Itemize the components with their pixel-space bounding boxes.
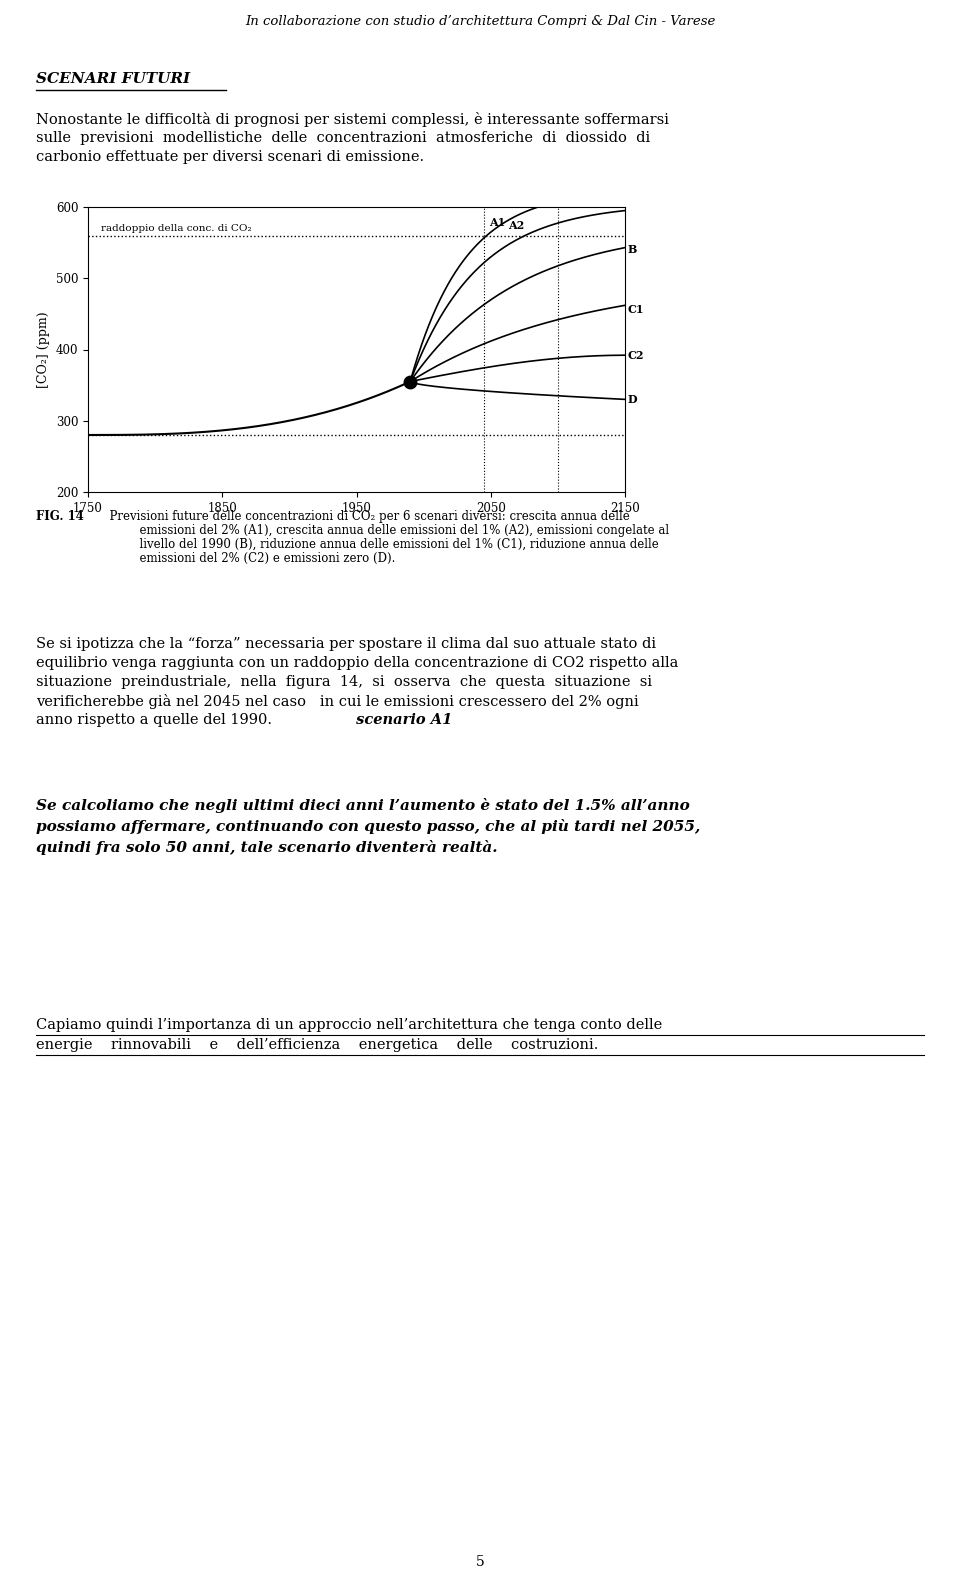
Text: possiamo affermare, continuando con questo passo, che al più tardi nel 2055,: possiamo affermare, continuando con ques… (36, 819, 701, 834)
Text: equilibrio venga raggiunta con un raddoppio della concentrazione di CO2 rispetto: equilibrio venga raggiunta con un raddop… (36, 656, 679, 670)
Text: D: D (628, 395, 637, 404)
Text: emissioni del 2% (A1), crescita annua delle emissioni del 1% (A2), emissioni con: emissioni del 2% (A1), crescita annua de… (102, 525, 669, 537)
Text: emissioni del 2% (C2) e emissioni zero (D).: emissioni del 2% (C2) e emissioni zero (… (102, 552, 396, 564)
Text: situazione  preindustriale,  nella  figura  14,  si  osserva  che  questa  situa: situazione preindustriale, nella figura … (36, 675, 653, 689)
Text: C1: C1 (628, 304, 644, 315)
Text: Se si ipotizza che la “forza” necessaria per spostare il clima dal suo attuale s: Se si ipotizza che la “forza” necessaria… (36, 637, 657, 651)
Y-axis label: [CO₂] (ppm): [CO₂] (ppm) (37, 311, 50, 388)
Text: anno rispetto a quelle del 1990.: anno rispetto a quelle del 1990. (36, 713, 273, 728)
Text: sulle  previsioni  modellistiche  delle  concentrazioni  atmosferiche  di  dioss: sulle previsioni modellistiche delle con… (36, 132, 651, 144)
Text: livello del 1990 (B), riduzione annua delle emissioni del 1% (C1), riduzione ann: livello del 1990 (B), riduzione annua de… (102, 537, 659, 552)
Text: Previsioni future delle concentrazioni di CO₂ per 6 scenari diversi: crescita an: Previsioni future delle concentrazioni d… (102, 510, 630, 523)
Text: raddoppio della conc. di CO₂: raddoppio della conc. di CO₂ (102, 223, 252, 233)
Text: carbonio effettuate per diversi scenari di emissione.: carbonio effettuate per diversi scenari … (36, 151, 424, 163)
Text: A2: A2 (508, 220, 524, 231)
Text: A1: A1 (490, 217, 506, 228)
Text: verificherebbe già nel 2045 nel caso   in cui le emissioni crescessero del 2% og: verificherebbe già nel 2045 nel caso in … (36, 694, 639, 708)
Text: Se calcoliamo che negli ultimi dieci anni l’aumento è stato del 1.5% all’anno: Se calcoliamo che negli ultimi dieci ann… (36, 797, 690, 813)
Text: FIG. 14: FIG. 14 (36, 510, 84, 523)
Text: quindi fra solo 50 anni, tale scenario diventerà realtà.: quindi fra solo 50 anni, tale scenario d… (36, 840, 498, 854)
Text: Nonostante le difficoltà di prognosi per sistemi complessi, è interessante soffe: Nonostante le difficoltà di prognosi per… (36, 113, 669, 127)
Text: 5: 5 (475, 1555, 485, 1569)
Text: scenario A1: scenario A1 (351, 713, 452, 728)
Text: energie    rinnovabili    e    dell’efficienza    energetica    delle    costruz: energie rinnovabili e dell’efficienza en… (36, 1038, 599, 1052)
Text: B: B (628, 244, 637, 255)
Text: C2: C2 (628, 350, 644, 361)
Text: Capiamo quindi l’importanza di un approccio nell’architettura che tenga conto de: Capiamo quindi l’importanza di un approc… (36, 1018, 662, 1032)
Text: SCENARI FUTURI: SCENARI FUTURI (36, 71, 191, 86)
Text: In collaborazione con studio d’architettura Compri & Dal Cin - Varese: In collaborazione con studio d’architett… (245, 14, 715, 29)
